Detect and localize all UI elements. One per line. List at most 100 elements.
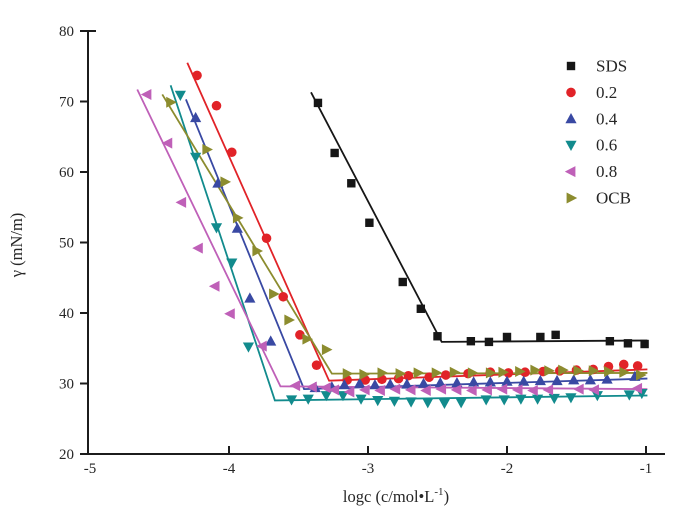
point-0-4 (451, 376, 463, 388)
y-axis-title: γ (mN/m) (7, 213, 26, 279)
point-0-8 (420, 385, 431, 397)
point-ocb (467, 367, 479, 379)
point-0-6 (565, 393, 577, 404)
point-0-6 (623, 390, 635, 401)
point-0-2 (295, 330, 305, 340)
point-0-8 (140, 88, 152, 100)
y-tick-label: 20 (59, 447, 74, 463)
point-sds (640, 339, 649, 349)
point-0-6 (388, 396, 401, 407)
point-ocb (558, 364, 569, 376)
point-0-4 (338, 379, 350, 390)
point-0-2 (618, 359, 629, 370)
x-axis-title: logc (c/mol•L-1) (343, 486, 449, 506)
y-axis: 20 30 40 50 60 70 80 (59, 24, 96, 463)
point-0-8 (343, 386, 355, 398)
point-ocb (604, 366, 615, 378)
trendline-sds (310, 91, 648, 343)
point-0-4 (551, 374, 563, 386)
point-0-6 (302, 394, 314, 405)
point-ocb (515, 366, 526, 378)
point-0-2 (211, 100, 222, 111)
point-0-8 (320, 382, 331, 394)
point-sds (623, 339, 633, 348)
point-ocb (395, 368, 407, 380)
point-ocb (284, 314, 295, 326)
point-ocb (359, 368, 371, 380)
legend-marker-0-2 (566, 87, 576, 98)
point-0-4 (518, 375, 530, 386)
point-sds (433, 332, 442, 341)
y-tick-label: 60 (59, 165, 74, 181)
point-0-6 (337, 391, 349, 402)
point-ocb (431, 367, 443, 379)
point-0-6 (190, 152, 202, 163)
x-tick-label: -2 (501, 461, 514, 477)
point-0-6 (480, 395, 492, 406)
point-sds (330, 148, 339, 158)
point-0-2 (311, 360, 322, 370)
point-0-6 (174, 90, 186, 101)
point-sds (365, 218, 374, 227)
point-ocb (619, 366, 630, 378)
legend-label: OCB (596, 189, 631, 208)
point-ocb (252, 245, 263, 257)
point-0-4 (384, 378, 396, 389)
point-0-4 (190, 111, 202, 123)
x-axis: -5 -4 -3 -2 -1 (84, 446, 665, 477)
point-0-6 (591, 391, 603, 402)
point-0-6 (422, 398, 434, 409)
point-0-8 (511, 384, 523, 396)
point-ocb (485, 367, 497, 379)
point-0-4 (434, 376, 446, 388)
trendline-0-2 (186, 62, 648, 382)
x-tick-label: -3 (362, 461, 375, 477)
point-sds (605, 337, 615, 346)
series-0-4 (190, 111, 641, 393)
legend-item-ocb: OCB (566, 189, 631, 208)
point-0-8 (256, 340, 267, 352)
point-0-8 (224, 308, 235, 320)
x-tick-label: -5 (84, 461, 97, 477)
point-0-8 (359, 384, 370, 396)
markers-layer (140, 70, 649, 410)
point-ocb (342, 368, 354, 380)
point-0-6 (438, 398, 451, 410)
point-0-6 (455, 398, 467, 409)
point-0-4 (484, 376, 496, 387)
point-0-8 (542, 384, 554, 396)
series-sds (313, 98, 649, 349)
point-0-4 (468, 376, 480, 387)
legend-marker-ocb (566, 192, 578, 204)
point-0-6 (531, 394, 544, 405)
legend-item-0-6: 0.6 (565, 136, 617, 155)
point-0-2 (441, 370, 451, 380)
point-0-2 (278, 291, 289, 302)
point-ocb (636, 369, 647, 381)
legend-marker-0-8 (564, 166, 576, 178)
point-0-6 (498, 395, 510, 406)
y-tick-label: 40 (59, 306, 74, 322)
series-0-6 (174, 90, 648, 410)
point-0-4 (601, 373, 613, 384)
point-0-8 (496, 383, 508, 395)
point-0-6 (372, 396, 384, 407)
point-0-6 (285, 395, 298, 406)
legend-item-sds: SDS (566, 57, 627, 76)
legend-marker-sds (566, 61, 576, 71)
point-sds (398, 277, 407, 287)
point-ocb (498, 366, 510, 378)
point-ocb (302, 333, 314, 345)
series-0-8 (140, 88, 643, 398)
point-0-8 (208, 280, 220, 292)
y-tick-label: 70 (59, 95, 74, 111)
x-tick-label: -4 (223, 461, 236, 477)
point-0-4 (401, 378, 413, 389)
legend-marker-0-4 (565, 113, 577, 124)
point-sds (416, 304, 426, 313)
point-0-8 (306, 381, 317, 393)
point-0-4 (501, 375, 513, 386)
point-0-8 (389, 383, 401, 395)
